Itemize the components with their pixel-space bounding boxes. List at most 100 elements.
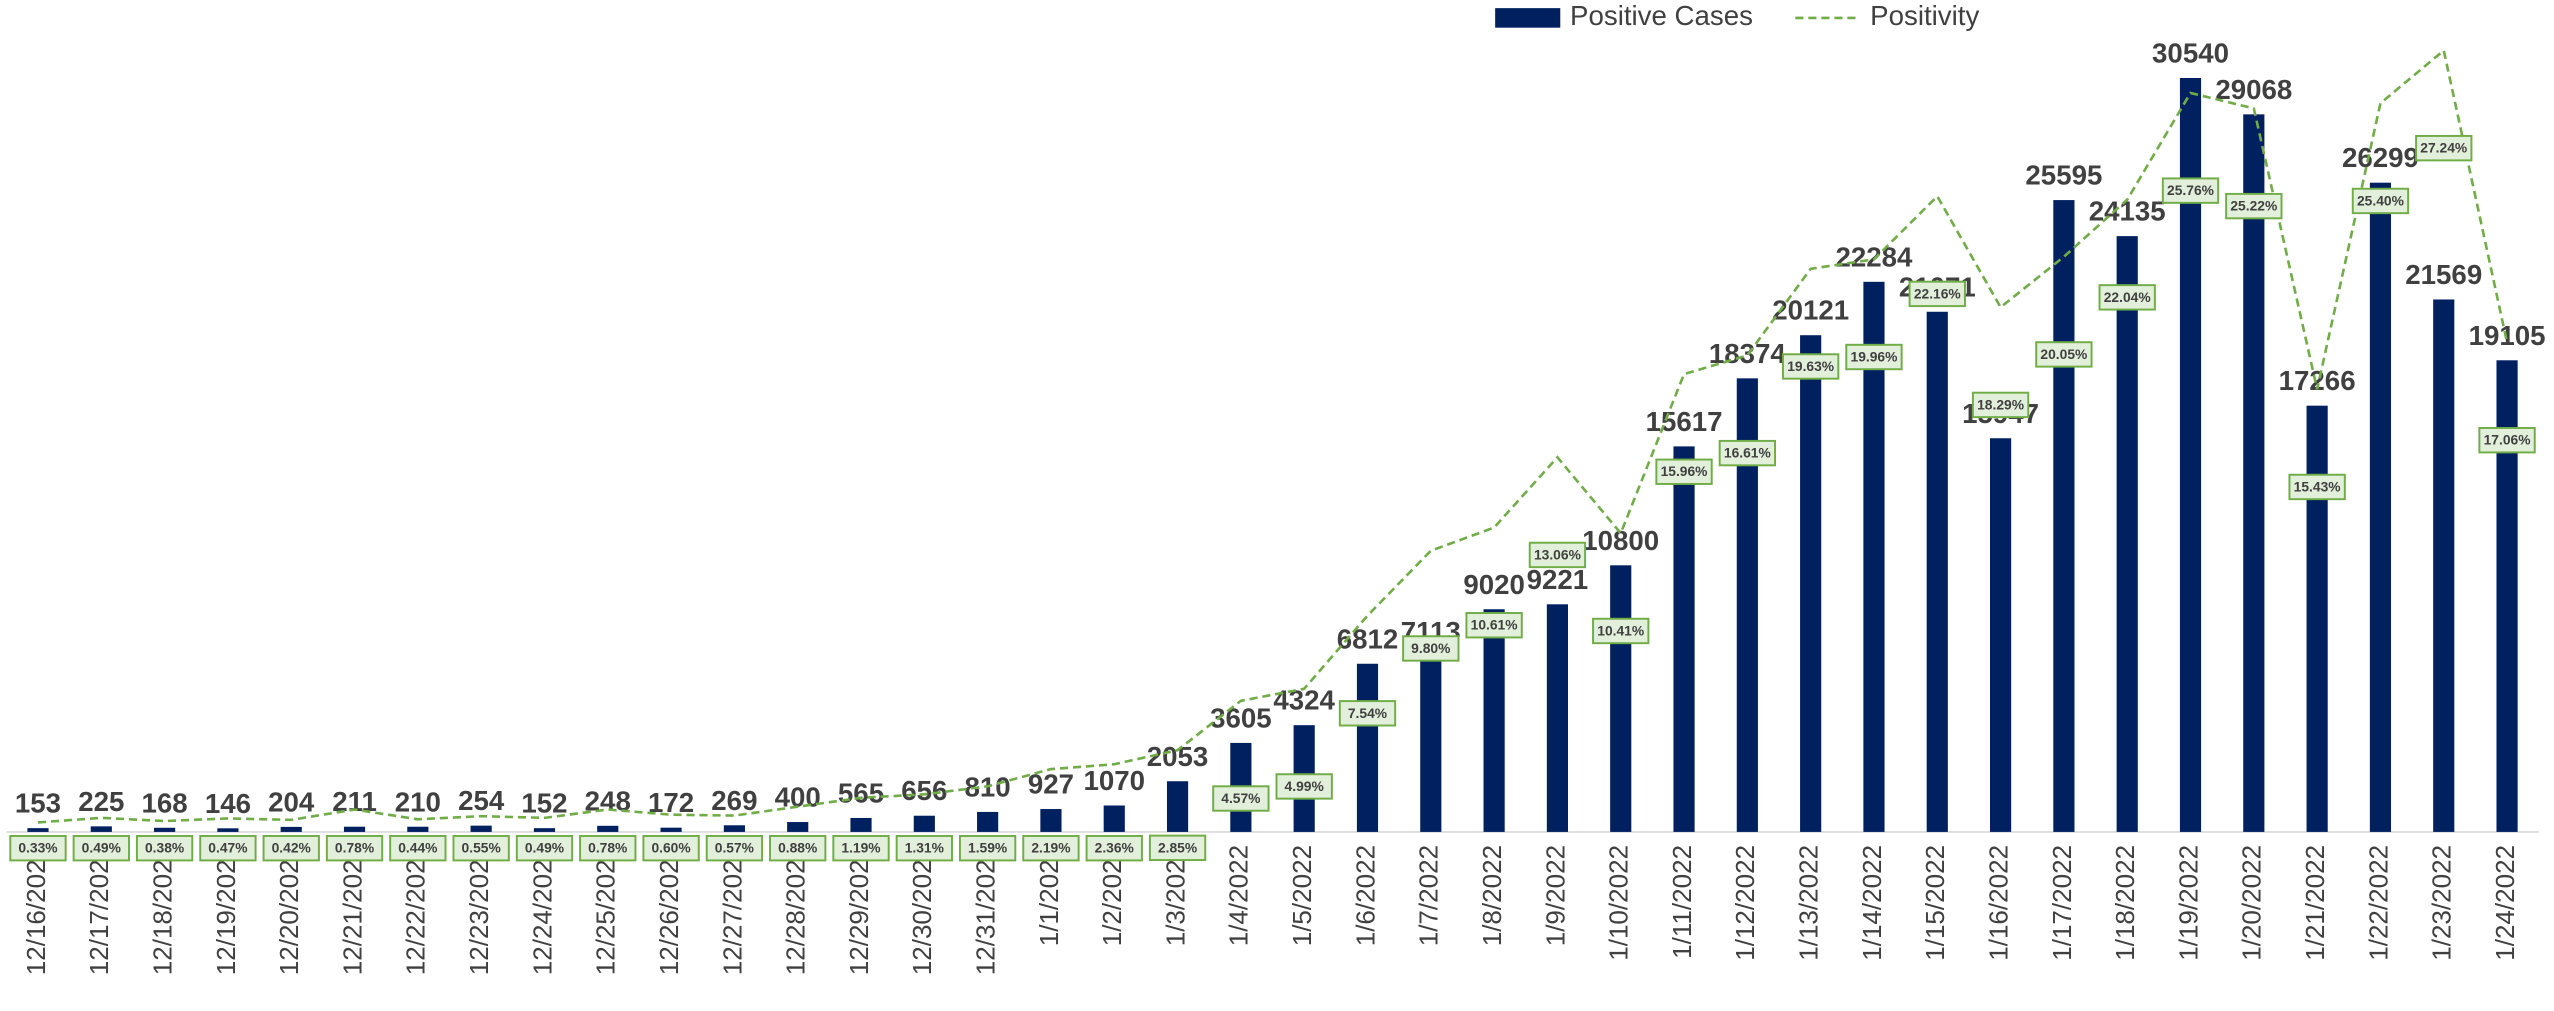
bar [2179,78,2202,832]
bar-value-label: 17266 [2279,365,2356,396]
bar-value-label: 204 [268,786,315,817]
label-box [895,835,953,862]
x-tick-label: 1/12/2022 [1730,845,1760,961]
bar [27,828,49,832]
label-box [1402,635,1460,662]
positivity-label: 0.49% [72,835,130,862]
x-tick-label: 1/11/2022 [1667,845,1697,959]
bar [2116,236,2138,832]
positivity-label: 25.76% [2161,177,2220,204]
bar [217,828,239,832]
positivity-value-label: 2.36% [1095,840,1134,856]
x-tick-label: 1/4/2022 [1224,845,1254,946]
label-box [135,835,194,862]
positivity-value-label: 15.43% [2294,478,2341,494]
bar [154,827,176,832]
positivity-label: 2.19% [1022,835,1080,862]
label-box [769,835,827,862]
bar [533,828,556,832]
positivity-label: 10.61% [1465,612,1523,639]
positivity-label: 1.59% [958,835,1017,862]
label-box [1465,612,1523,639]
x-tick-label: 12/23/2021 [464,845,494,975]
x-tick-label: 1/16/2022 [1983,845,2013,961]
x-tick-label: 1/7/2022 [1414,845,1444,946]
positivity-value-label: 4.99% [1285,778,1324,794]
positivity-value-label: 1.59% [968,840,1007,856]
positivity-value-label: 2.19% [1031,840,1070,856]
positivity-label: 4.99% [1275,773,1333,800]
bar-value-label: 146 [205,788,251,819]
positivity-label: 25.40% [2351,187,2410,215]
positivity-label: 0.47% [199,835,257,862]
bar [90,826,112,832]
bar [913,815,935,832]
positivity-label: 0.44% [389,835,447,862]
bar-value-label: 1070 [1083,765,1145,796]
positivity-value-label: 10.41% [1597,622,1644,638]
positivity-value-label: 2.85% [1158,839,1197,855]
positivity-value-label: 0.78% [335,840,374,856]
positivity-label: 9.80% [1402,635,1460,662]
label-box [958,835,1017,862]
bar [407,826,429,832]
positivity-value-label: 0.47% [208,840,247,856]
positivity-value-label: 15.96% [1661,463,1708,479]
bar [2433,299,2455,832]
label-box [2225,192,2283,220]
bar-value-label: 21569 [2405,259,2482,290]
bar-value-label: 10800 [1582,525,1659,556]
bar [723,825,745,832]
bar [1103,805,1125,832]
positivity-value-label: 0.60% [651,840,690,856]
positivity-label: 19.63% [1782,353,1840,380]
label-box [262,835,320,862]
x-tick-label: 1/18/2022 [2110,845,2140,961]
positivity-label: 0.57% [705,835,764,862]
positivity-value-label: 0.78% [588,840,627,856]
bar-value-label: 30540 [2152,38,2229,69]
label-box [2415,134,2473,162]
label-box [325,835,384,862]
positivity-value-label: 22.04% [2104,289,2151,305]
x-tick-label: 1/3/2022 [1160,845,1190,946]
positivity-label: 7.54% [1338,700,1397,727]
positivity-value-label: 19.96% [1851,348,1898,364]
positivity-value-label: 0.88% [778,840,817,856]
label-box [1275,773,1333,800]
legend-label: Positivity [1870,0,1979,31]
label-box [2351,187,2410,215]
bar-value-label: 254 [458,785,505,816]
x-tick-label: 1/19/2022 [2173,845,2203,961]
positivity-label: 0.33% [9,835,67,862]
bar [1356,663,1379,832]
x-tick-label: 1/10/2022 [1604,845,1634,961]
positivity-value-label: 1.19% [841,840,880,856]
positivity-label: 0.38% [135,835,194,862]
positivity-value-label: 25.22% [2230,198,2277,214]
positivity-value-label: 17.06% [2484,432,2531,448]
bar-value-label: 269 [711,785,757,816]
x-tick-label: 12/25/2021 [591,845,621,975]
x-tick-label: 1/5/2022 [1287,845,1317,946]
label-box [832,835,890,862]
positivity-label: 1.31% [895,835,953,862]
x-tick-label: 12/18/2021 [147,845,177,975]
bar [470,825,492,832]
x-tick-label: 1/22/2022 [2363,845,2393,961]
legend-swatch [1495,8,1561,28]
positivity-label: 10.41% [1592,617,1650,645]
x-tick-label: 12/27/2021 [717,845,747,975]
bar-value-label: 9020 [1463,569,1525,600]
x-tick-label: 1/14/2022 [1857,845,1887,961]
positivity-value-label: 0.42% [272,840,311,856]
label-box [1971,391,2030,419]
bar [2496,360,2518,832]
bar [1863,281,1885,832]
positivity-value-label: 20.05% [2040,346,2087,362]
label-box [1718,439,1776,467]
positivity-value-label: 18.29% [1977,396,2024,412]
x-tick-label: 1/2/2022 [1097,845,1127,946]
